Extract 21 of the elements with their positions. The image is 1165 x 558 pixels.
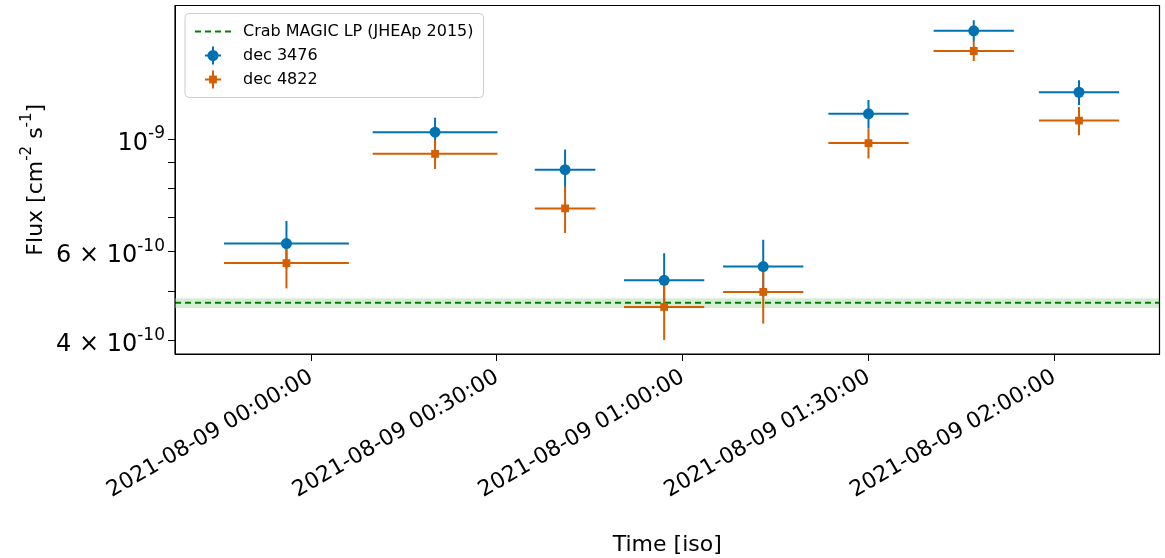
point	[559, 164, 571, 176]
point	[862, 108, 874, 120]
point	[658, 274, 670, 286]
legend-label: Crab MAGIC LP (JHEAp 2015)	[243, 20, 474, 40]
y-axis-title: Flux [cm-2 s-1]	[17, 103, 47, 256]
point	[757, 261, 769, 273]
legend-label: dec 3476	[243, 44, 318, 64]
legend-label: dec 4822	[243, 68, 318, 88]
x-axis-title: Time [iso]	[611, 530, 722, 556]
point	[1075, 116, 1083, 125]
point	[968, 25, 980, 37]
point	[1073, 86, 1085, 98]
point	[282, 259, 291, 268]
point	[660, 303, 669, 311]
point	[969, 47, 978, 55]
point	[431, 149, 439, 158]
point	[429, 126, 441, 138]
point	[759, 288, 768, 296]
point	[280, 238, 292, 250]
point	[864, 139, 873, 147]
point	[561, 204, 569, 213]
